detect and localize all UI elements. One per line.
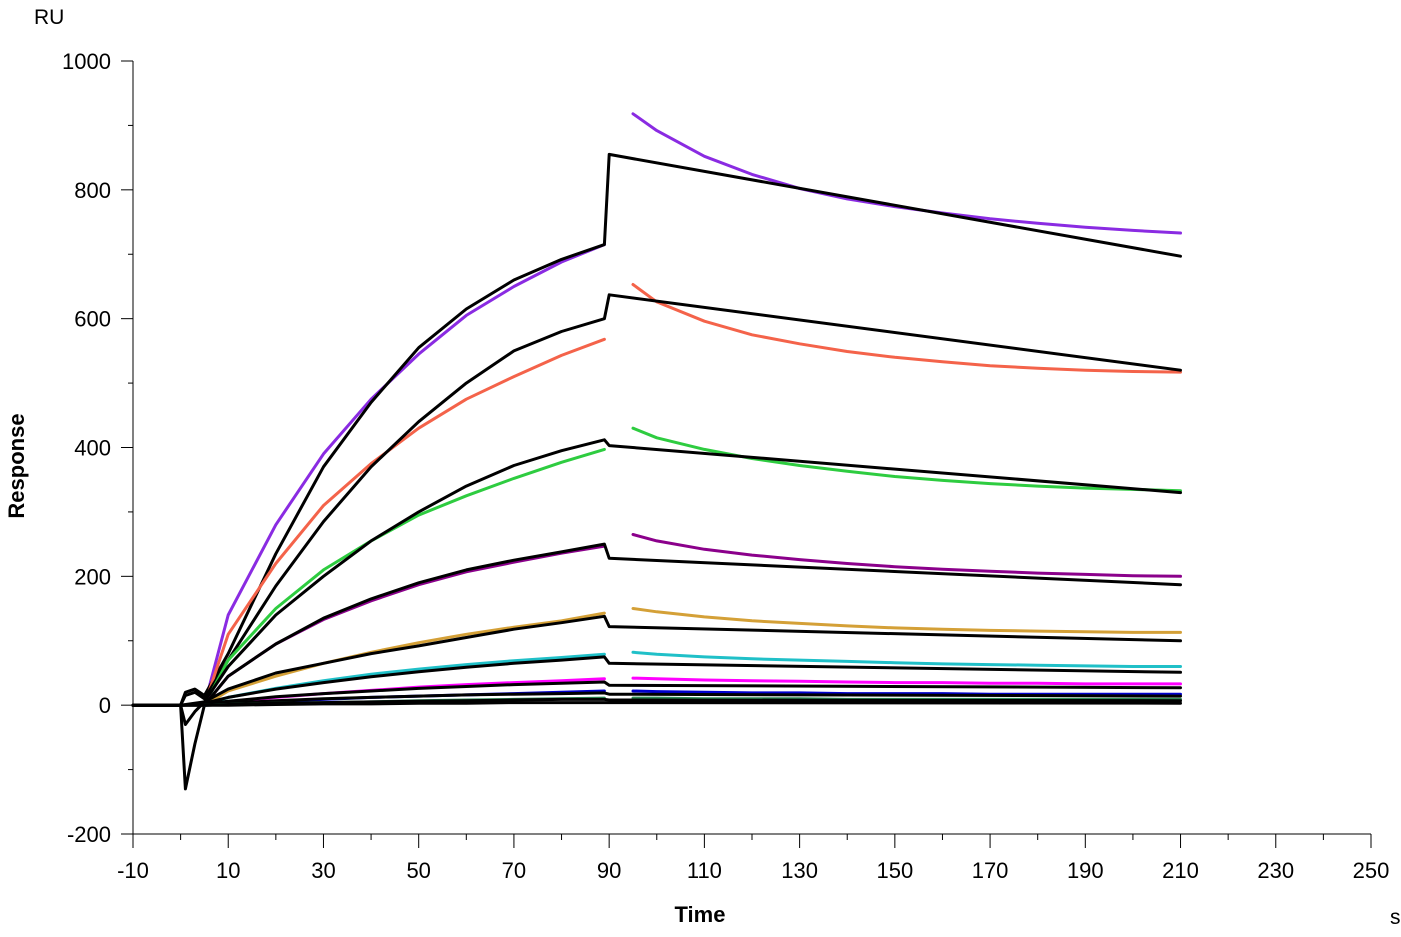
y-tick-label: 0	[99, 693, 111, 718]
x-tick-label: 210	[1162, 858, 1199, 883]
x-tick-label: 230	[1257, 858, 1294, 883]
y-tick-label: 600	[74, 307, 111, 332]
y-axis-title: Response	[4, 413, 29, 518]
y-tick-label: 200	[74, 564, 111, 589]
x-tick-label: 130	[781, 858, 818, 883]
x-tick-label: -10	[117, 858, 149, 883]
x-tick-label: 170	[972, 858, 1009, 883]
x-tick-label: 250	[1353, 858, 1390, 883]
x-tick-label: 110	[687, 858, 722, 883]
y-tick-label: 400	[74, 436, 111, 461]
x-tick-label: 50	[406, 858, 430, 883]
series-line-8	[131, 542, 1182, 791]
y-unit-label: RU	[34, 6, 64, 29]
x-axis-title: Time	[675, 902, 726, 927]
series-line-9	[202, 607, 1182, 707]
x-tick-label: 150	[876, 858, 913, 883]
series-line-10	[131, 614, 1182, 707]
x-tick-label: 10	[216, 858, 240, 883]
y-tick-label: 1000	[62, 49, 111, 74]
y-tick-label: -200	[67, 822, 111, 847]
series-line-6	[131, 438, 1182, 726]
x-tick-label: 190	[1067, 858, 1104, 883]
series-group	[131, 112, 1182, 791]
x-tick-label: 90	[597, 858, 621, 883]
series-line-3	[202, 283, 1182, 707]
x-unit-label: s	[1390, 906, 1401, 929]
y-tick-label: 800	[74, 178, 111, 203]
series-line-4	[131, 293, 1182, 707]
series-line-19	[131, 701, 1182, 707]
series-line-2	[131, 152, 1182, 707]
x-tick-label: 70	[502, 858, 526, 883]
axes: -200 0 200 400 600 800 1000 -10 10 30 50 70 90 110 130…	[62, 49, 1389, 883]
x-tick-label: 30	[311, 858, 335, 883]
